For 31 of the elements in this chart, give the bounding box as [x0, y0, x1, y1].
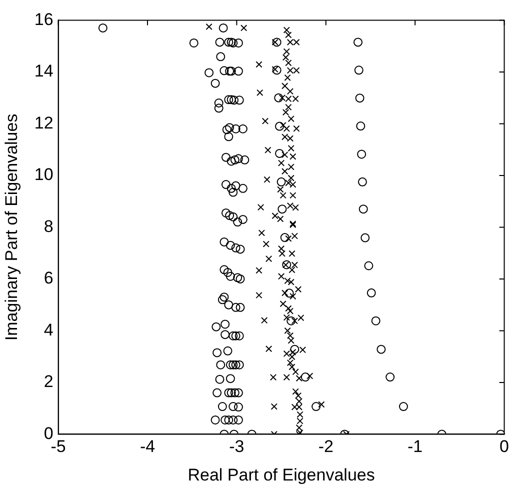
point [364, 261, 374, 270]
point [355, 94, 364, 103]
y-tick-label: 12 [34, 113, 54, 132]
point [357, 150, 366, 159]
x-tick-label: -5 [50, 437, 66, 456]
y-tick-label: 8 [44, 216, 54, 236]
y-tick-label: 10 [34, 165, 54, 184]
y-tick-label: 6 [44, 268, 54, 288]
y-tick-label: 0 [44, 424, 54, 443]
point [353, 38, 362, 47]
point [354, 66, 364, 75]
y-tick-label: 2 [44, 372, 54, 392]
point [358, 204, 368, 214]
point [358, 177, 367, 186]
point [360, 233, 370, 242]
x-tick-label: -2 [318, 437, 334, 456]
x-tick-label: -4 [140, 437, 156, 456]
y-axis-title: Imaginary Part of Eigenvalues [2, 114, 21, 341]
y-tick-label: 16 [34, 10, 54, 29]
point [356, 122, 366, 131]
point [366, 288, 376, 298]
point [398, 402, 408, 412]
x-tick-label: 0 [500, 437, 510, 456]
x-axis-title: Real Part of Eigenvalues [188, 465, 375, 484]
point [376, 344, 386, 354]
x-tick-label: -3 [229, 437, 244, 456]
point [386, 372, 395, 382]
y-tick-label: 4 [44, 320, 54, 340]
x-tick-label: -1 [408, 437, 423, 456]
point [371, 316, 380, 326]
y-tick-label: 14 [34, 62, 54, 81]
